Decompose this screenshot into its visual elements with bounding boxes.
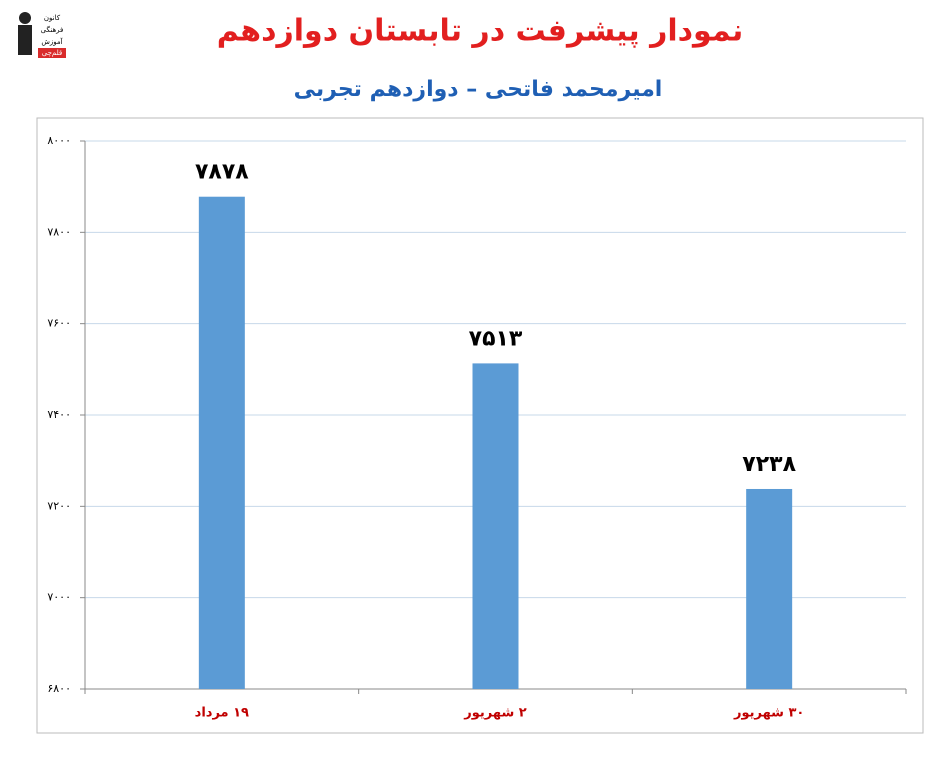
logo-icon xyxy=(18,25,32,55)
logo-text: آموزش xyxy=(41,37,63,46)
y-tick-label: ۷۲۰۰ xyxy=(47,499,71,512)
logo-text: قلم‌چی xyxy=(42,49,62,57)
y-tick-label: ۷۶۰۰ xyxy=(47,317,71,330)
bar xyxy=(472,363,519,689)
logo-icon xyxy=(19,12,31,24)
data-label: ۷۲۳۸ xyxy=(742,452,796,477)
y-tick-label: ۷۸۰۰ xyxy=(47,225,71,238)
y-tick-label: ۷۴۰۰ xyxy=(47,408,71,421)
logo-badge xyxy=(38,48,66,58)
data-label: ۷۵۱۳ xyxy=(469,326,523,351)
chart-frame xyxy=(36,117,924,734)
chart-subtitle: امیرمحمد فاتحی – دوازدهم تجربی xyxy=(294,77,663,102)
x-tick-label: ۲ شهریور xyxy=(463,706,527,721)
y-tick-label: ۸۰۰۰ xyxy=(47,134,71,147)
chart-title: نمودار پیشرفت در تابستان دوازدهم xyxy=(217,14,743,49)
logo: کانون فرهنگی آموزش قلم‌چی xyxy=(10,5,70,61)
y-tick-label: ۶۸۰۰ xyxy=(47,682,71,695)
logo-text: فرهنگی xyxy=(41,25,64,34)
y-tick-label: ۷۰۰۰ xyxy=(47,591,71,604)
bar xyxy=(746,488,793,689)
x-tick-label: ۳۰ شهریور xyxy=(733,706,804,721)
data-label: ۷۸۷۸ xyxy=(195,160,249,185)
bar xyxy=(198,196,245,690)
logo-text: کانون xyxy=(44,14,61,22)
x-tick-label: ۱۹ مرداد xyxy=(195,706,249,721)
